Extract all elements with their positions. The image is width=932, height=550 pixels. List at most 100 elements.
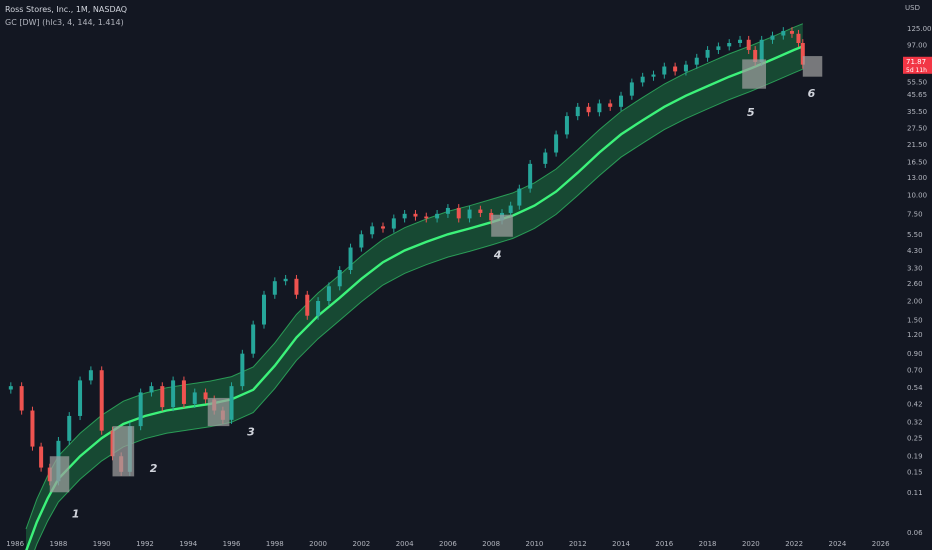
candle-body [564, 116, 569, 135]
y-tick-label: 0.11 [907, 489, 923, 497]
y-tick-label: 0.15 [907, 468, 923, 476]
candle-body [608, 103, 613, 107]
candle-body [294, 278, 299, 295]
candle-body [738, 39, 743, 43]
candle-body [402, 213, 407, 219]
candle-body [662, 66, 667, 75]
candle-body [727, 42, 732, 47]
y-tick-label: 4.30 [907, 247, 923, 255]
x-tick-label: 2012 [569, 540, 587, 548]
x-tick-label: 2000 [309, 540, 327, 548]
gc-upper-line [25, 23, 803, 530]
candle-body [78, 380, 83, 416]
candle-body [673, 66, 678, 72]
x-tick-label: 2002 [352, 540, 370, 548]
candle-body [759, 39, 764, 62]
y-tick-label: 21.50 [907, 141, 927, 149]
x-tick-label: 1998 [266, 540, 284, 548]
candle-body [99, 370, 104, 431]
candle-body [192, 392, 197, 404]
y-tick-label: 5.50 [907, 231, 923, 239]
candle-body [171, 380, 176, 408]
annotation-label-5: 5 [747, 106, 755, 119]
y-tick-label: 7.50 [907, 210, 923, 218]
candle-body [789, 30, 794, 34]
candle-body [528, 163, 533, 189]
price-tag-box [903, 56, 932, 74]
candle-body [30, 410, 35, 447]
y-tick-label: 0.25 [907, 435, 923, 443]
candle-body [796, 33, 801, 43]
candle-body [694, 57, 699, 65]
annotation-label-1: 1 [72, 508, 80, 521]
annotation-box-3 [207, 397, 230, 427]
y-tick-label: 0.42 [907, 400, 923, 408]
price-axis-unit: USD [905, 4, 920, 12]
candle-body [445, 207, 450, 214]
candle-body [753, 49, 758, 62]
y-tick-label: 45.65 [907, 91, 927, 99]
candle-body [181, 380, 186, 404]
annotation-box-5 [742, 59, 767, 89]
annotation-box-6 [802, 56, 823, 77]
candle-body [138, 392, 143, 427]
x-tick-label: 2018 [699, 540, 717, 548]
candle-body [203, 392, 208, 400]
gc-center-line [25, 45, 804, 550]
candle-body [348, 247, 353, 271]
candle-body [424, 216, 429, 219]
candle-body [435, 213, 440, 219]
candle-body [272, 281, 277, 295]
y-tick-label: 16.50 [907, 158, 927, 166]
symbol-title: Ross Stores, Inc., 1M, NASDAQ [5, 5, 128, 14]
candle-body [456, 207, 461, 219]
candle-body [705, 49, 710, 58]
candle-body [683, 64, 688, 72]
candle-body [629, 82, 634, 96]
candle-body [597, 103, 602, 113]
price-tag-value: 71.87 [906, 58, 926, 66]
x-tick-label: 2010 [526, 540, 544, 548]
annotation-box-2 [112, 426, 135, 477]
candle-body [517, 188, 522, 206]
x-tick-label: 1988 [50, 540, 68, 548]
y-tick-label: 55.50 [907, 78, 927, 86]
y-tick-label: 35.50 [907, 108, 927, 116]
x-tick-label: 2020 [742, 540, 760, 548]
x-tick-label: 2016 [655, 540, 673, 548]
candle-body [19, 386, 24, 411]
candle-body [619, 95, 624, 107]
price-tag-countdown: 5d 11h [906, 67, 927, 74]
candle-body [554, 134, 559, 153]
candle-body [229, 386, 234, 420]
x-tick-label: 1992 [136, 540, 154, 548]
y-tick-label: 0.54 [907, 384, 923, 392]
y-tick-label: 1.20 [907, 331, 923, 339]
y-tick-label: 0.19 [907, 453, 923, 461]
candle-body [67, 415, 72, 441]
y-tick-label: 2.00 [907, 297, 923, 305]
candle-body [39, 446, 44, 468]
candle-body [770, 35, 775, 40]
candle-body [413, 213, 418, 217]
candle-body [746, 39, 751, 50]
annotation-label-6: 6 [808, 87, 816, 100]
candle-body [305, 294, 310, 316]
x-tick-label: 1996 [223, 540, 241, 548]
x-tick-label: 2006 [439, 540, 457, 548]
y-tick-label: 125.00 [907, 25, 932, 33]
candle-body [391, 218, 396, 229]
candle-body [240, 353, 245, 387]
annotation-box-1 [49, 456, 70, 493]
y-tick-label: 0.70 [907, 367, 923, 375]
x-tick-label: 2004 [396, 540, 414, 548]
candle-body [586, 106, 591, 113]
candle-body [326, 286, 331, 301]
y-tick-label: 1.50 [907, 316, 923, 324]
y-tick-label: 27.50 [907, 125, 927, 133]
x-tick-label: 1994 [179, 540, 197, 548]
candle-body [800, 42, 805, 65]
annotation-label-4: 4 [493, 249, 502, 262]
